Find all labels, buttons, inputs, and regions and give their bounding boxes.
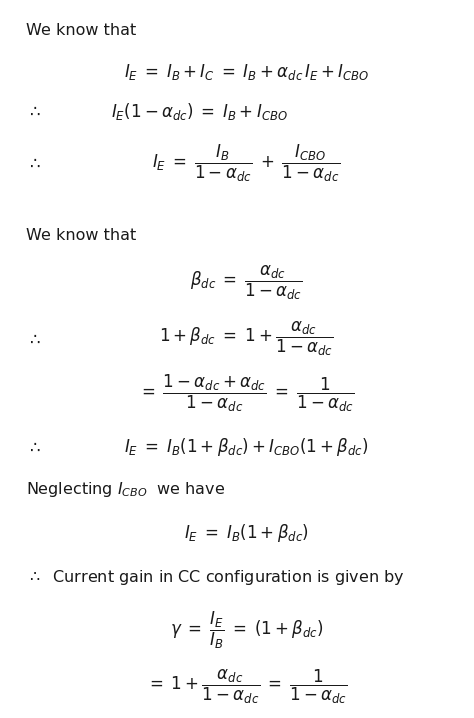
Text: $\therefore$  Current gain in CC configuration is given by: $\therefore$ Current gain in CC configur… (26, 568, 405, 587)
Text: $\therefore$: $\therefore$ (26, 437, 41, 456)
Text: $=\; \dfrac{1-\alpha_{dc}+\alpha_{dc}}{1-\alpha_{dc}}\; =\; \dfrac{1}{1-\alpha_{: $=\; \dfrac{1-\alpha_{dc}+\alpha_{dc}}{1… (138, 373, 355, 414)
Text: $\therefore$: $\therefore$ (26, 154, 41, 172)
Text: $I_E\; =\; I_B(1+\beta_{dc})$: $I_E\; =\; I_B(1+\beta_{dc})$ (184, 522, 309, 544)
Text: $\gamma\; =\; \dfrac{I_E}{I_B}\; =\; (1+\beta_{dc})$: $\gamma\; =\; \dfrac{I_E}{I_B}\; =\; (1+… (170, 610, 323, 651)
Text: $\therefore$: $\therefore$ (26, 330, 41, 348)
Text: $\therefore$: $\therefore$ (26, 102, 41, 121)
Text: We know that: We know that (26, 23, 137, 37)
Text: $=\; 1+\dfrac{\alpha_{dc}}{1-\alpha_{dc}}\; =\; \dfrac{1}{1-\alpha_{dc}}$: $=\; 1+\dfrac{\alpha_{dc}}{1-\alpha_{dc}… (146, 667, 347, 706)
Text: $I_E\; =\; I_B(1+\beta_{dc})+I_{CBO}(1+\beta_{dc})$: $I_E\; =\; I_B(1+\beta_{dc})+I_{CBO}(1+\… (124, 436, 369, 457)
Text: $\beta_{dc}\; =\; \dfrac{\alpha_{dc}}{1-\alpha_{dc}}$: $\beta_{dc}\; =\; \dfrac{\alpha_{dc}}{1-… (190, 264, 303, 302)
Text: $I_E\; =\; \dfrac{I_B}{1-\alpha_{dc}}\; +\; \dfrac{I_{CBO}}{1-\alpha_{dc}}$: $I_E\; =\; \dfrac{I_B}{1-\alpha_{dc}}\; … (153, 142, 340, 184)
Text: We know that: We know that (26, 228, 137, 243)
Text: Neglecting $I_{CBO}$  we have: Neglecting $I_{CBO}$ we have (26, 480, 225, 499)
Text: $1+\beta_{dc}\; =\; 1+\dfrac{\alpha_{dc}}{1-\alpha_{dc}}$: $1+\beta_{dc}\; =\; 1+\dfrac{\alpha_{dc}… (159, 320, 334, 358)
Text: $I_E(1-\alpha_{dc})\; =\; I_B +I_{CBO}$: $I_E(1-\alpha_{dc})\; =\; I_B +I_{CBO}$ (111, 101, 288, 122)
Text: $I_E\; =\; I_B +I_C\; =\; I_B + \alpha_{dc}\,I_E +I_{CBO}$: $I_E\; =\; I_B +I_C\; =\; I_B + \alpha_{… (124, 62, 369, 82)
